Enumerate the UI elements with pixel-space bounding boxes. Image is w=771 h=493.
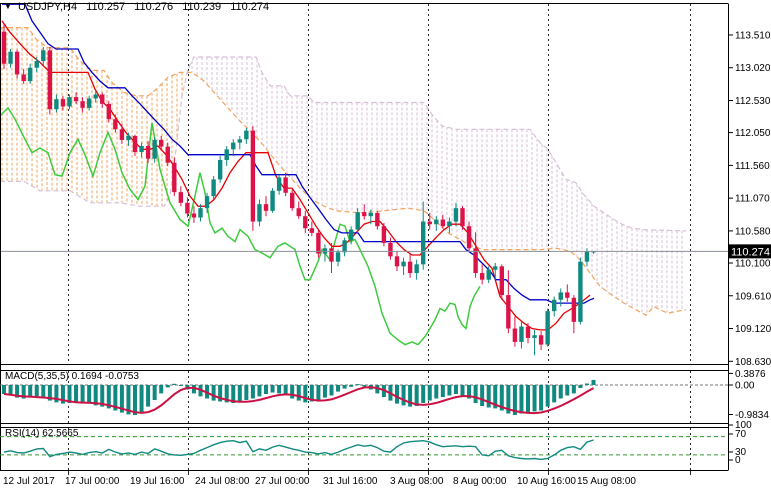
rsi-line [3,439,594,461]
svg-text:100: 100 [735,420,752,431]
svg-text:111.560: 111.560 [735,161,770,172]
svg-text:-0.9834: -0.9834 [735,410,769,421]
quote-low: 110.239 [182,1,222,13]
svg-text:113.020: 113.020 [735,63,771,74]
svg-text:112.530: 112.530 [735,96,771,107]
svg-text:19 Jul 16:00: 19 Jul 16:00 [130,476,185,487]
svg-text:0: 0 [735,455,741,466]
svg-text:0.3876: 0.3876 [735,369,766,380]
svg-text:17 Jul 00:00: 17 Jul 00:00 [65,476,120,487]
chikou-span-line [0,106,481,346]
candlesticks [1,24,596,356]
svg-text:30: 30 [735,447,747,458]
tenkan-sen-line [1,20,591,331]
svg-text:110.274: 110.274 [731,246,770,258]
svg-text:111.070: 111.070 [735,194,770,205]
svg-text:109.120: 109.120 [735,324,771,335]
current-price-badge: 110.274 [729,244,771,259]
svg-text:8 Aug 00:00: 8 Aug 00:00 [453,476,507,487]
svg-text:113.510: 113.510 [735,30,771,41]
quote-close: 110.274 [230,1,270,13]
quote-high: 110.276 [134,1,174,13]
svg-text:24 Jul 08:00: 24 Jul 08:00 [195,476,250,487]
time-axis[interactable]: 12 Jul 2017 17 Jul 00:00 19 Jul 16:00 24 Ju… [3,476,636,487]
svg-text:15 Aug 08:00: 15 Aug 08:00 [577,476,636,487]
quote-open: 110.257 [86,1,126,13]
senkou-span-a-line [0,27,687,316]
svg-text:12 Jul 2017: 12 Jul 2017 [3,476,55,487]
chart-header: ▼ USDJPY,H4 110.257 110.276 110.239 110.… [4,1,275,13]
svg-text:3 Aug 08:00: 3 Aug 08:00 [390,476,444,487]
rsi-indicator-label: RSI(14) 62.5665 [5,428,79,439]
price-axis[interactable]: 113.510 113.020 112.530 112.050 111.560 111.0… [728,30,771,368]
svg-text:112.050: 112.050 [735,128,771,139]
kijun-sen-line [2,3,595,304]
svg-text:108.630: 108.630 [735,357,771,368]
svg-text:0.00: 0.00 [735,381,755,392]
svg-text:27 Jul 00:00: 27 Jul 00:00 [255,476,310,487]
macd-signal-line [3,386,594,415]
svg-text:109.610: 109.610 [735,291,771,302]
svg-text:110.100: 110.100 [735,259,771,270]
ichimoku-cloud [0,27,687,316]
macd-panel [0,379,728,415]
svg-text:31 Jul 16:00: 31 Jul 16:00 [323,476,378,487]
panel-borders [0,3,729,471]
svg-text:10 Aug 16:00: 10 Aug 16:00 [517,476,576,487]
symbol-period-label: USDJPY,H4 [17,1,78,13]
macd-indicator-label: MACD(5,35,5) 0.1694 -0.0753 [5,371,139,382]
rsi-panel [0,436,728,461]
svg-text:70: 70 [735,429,747,440]
senkou-span-b-line [0,56,687,232]
symbol-dropdown-icon[interactable]: ▼ [4,2,12,11]
svg-text:110.580: 110.580 [735,226,771,237]
